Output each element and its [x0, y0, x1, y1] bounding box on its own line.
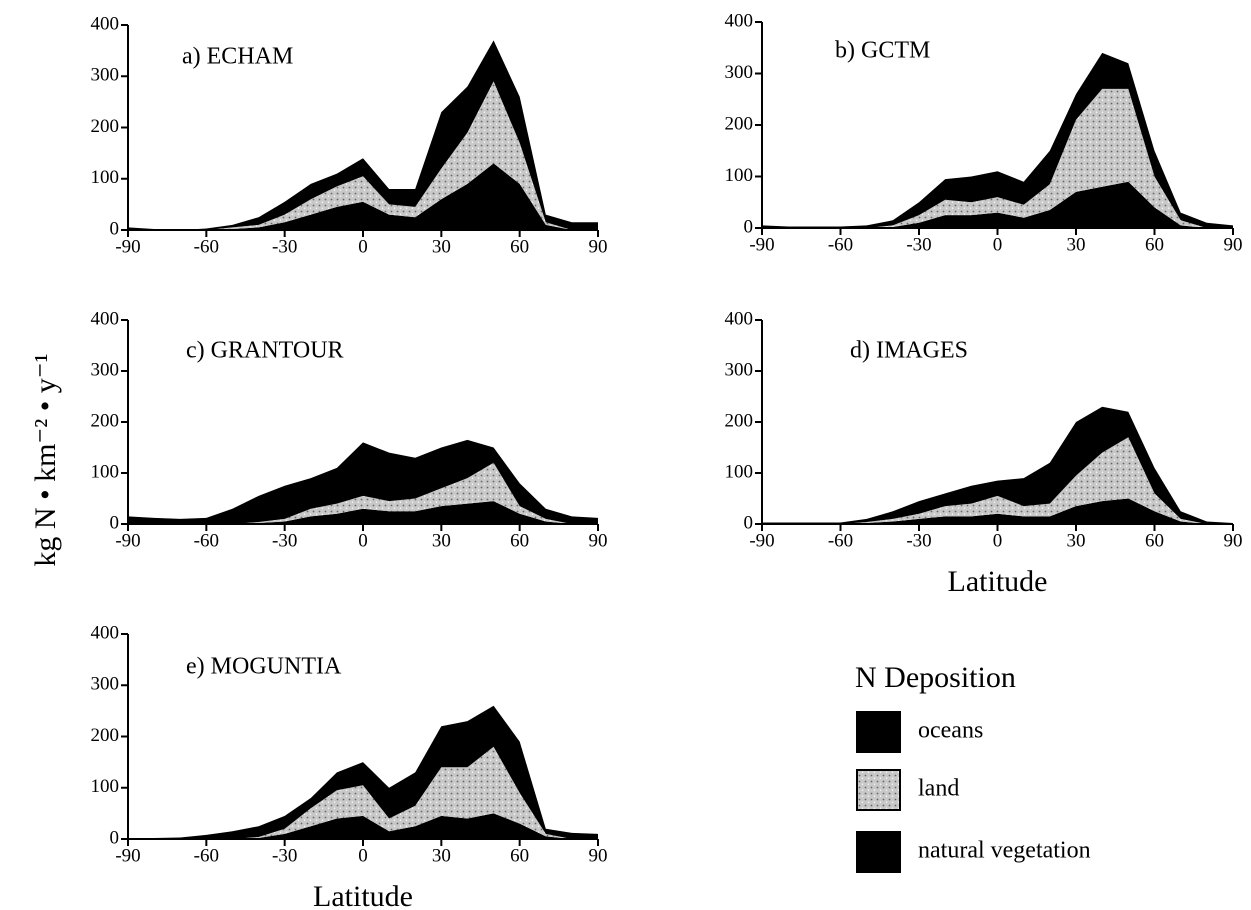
area-natural-vegetation	[762, 498, 1233, 524]
area-natural-vegetation	[762, 181, 1233, 228]
y-tick-label: 300	[91, 359, 120, 380]
y-tick-label: 100	[91, 167, 120, 188]
legend-label: oceans	[918, 718, 983, 744]
y-tick-label: 300	[91, 674, 120, 695]
y-tick-label: 300	[725, 62, 754, 83]
y-tick-label: 100	[91, 461, 120, 482]
x-tick-label: 30	[432, 530, 451, 551]
x-tick-label: 0	[993, 530, 1003, 551]
x-tick-label: 90	[1224, 530, 1243, 551]
x-tick-label: 30	[432, 236, 451, 257]
x-tick-label: 30	[1067, 530, 1086, 551]
y-tick-label: 100	[725, 461, 754, 482]
x-tick-label: 90	[589, 236, 608, 257]
y-tick-label: 400	[725, 10, 754, 31]
x-tick-label: -60	[828, 530, 853, 551]
area-oceans	[128, 439, 598, 524]
y-tick-label: 400	[91, 13, 120, 34]
legend-swatch	[856, 769, 901, 811]
y-tick-label: 200	[725, 410, 754, 431]
x-tick-label: -60	[194, 530, 219, 551]
x-tick-label: 0	[358, 236, 368, 257]
y-tick-label: 0	[744, 512, 754, 533]
x-tick-label: 60	[1145, 234, 1164, 255]
x-tick-label: -60	[828, 234, 853, 255]
y-tick-label: 100	[91, 776, 120, 797]
area-oceans	[128, 705, 598, 839]
area-oceans	[762, 52, 1233, 229]
legend-title: N Deposition	[855, 661, 1016, 694]
panel-title: c) GRANTOUR	[186, 338, 344, 364]
x-tick-label: 60	[1145, 530, 1164, 551]
legend-swatch	[856, 831, 901, 873]
y-tick-label: 0	[110, 512, 120, 533]
panel-title: e) MOGUNTIA	[186, 654, 342, 680]
area-land	[128, 462, 598, 524]
x-tick-label: 90	[589, 530, 608, 551]
x-tick-label: -90	[115, 530, 140, 551]
x-tick-label: 90	[589, 845, 608, 866]
x-tick-label: -90	[115, 236, 140, 257]
area-land	[762, 88, 1233, 229]
y-tick-label: 0	[110, 218, 120, 239]
y-tick-label: 200	[91, 725, 120, 746]
x-tick-label: -60	[194, 845, 219, 866]
x-tick-label: 60	[510, 530, 529, 551]
y-tick-label: 400	[725, 308, 754, 329]
x-tick-label: -30	[906, 530, 931, 551]
panel-title: d) IMAGES	[850, 338, 968, 364]
y-tick-label: 200	[725, 113, 754, 134]
area-land	[128, 81, 598, 231]
x-tick-label: 30	[1067, 234, 1086, 255]
x-tick-label: 60	[510, 845, 529, 866]
y-tick-label: 300	[725, 359, 754, 380]
x-tick-label: 0	[358, 530, 368, 551]
x-tick-label: -90	[749, 234, 774, 255]
area-oceans	[128, 40, 598, 231]
x-axis-label: Latitude	[313, 880, 413, 910]
y-tick-label: 0	[744, 216, 754, 237]
area-natural-vegetation	[128, 813, 598, 839]
x-tick-label: 0	[993, 234, 1003, 255]
x-tick-label: -30	[272, 236, 297, 257]
area-natural-vegetation	[128, 501, 598, 524]
y-tick-label: 100	[725, 165, 754, 186]
x-tick-label: -30	[272, 530, 297, 551]
x-tick-label: -30	[906, 234, 931, 255]
legend-label: land	[918, 776, 959, 802]
legend-swatch	[856, 711, 901, 753]
y-tick-label: 400	[91, 308, 120, 329]
area-land	[762, 437, 1233, 524]
x-tick-label: -30	[272, 845, 297, 866]
x-axis-label: Latitude	[948, 565, 1048, 598]
legend-label: natural vegetation	[918, 838, 1091, 864]
x-tick-label: -90	[749, 530, 774, 551]
y-tick-label: 400	[91, 622, 120, 643]
panel-title: b) GCTM	[835, 38, 930, 64]
y-tick-label: 200	[91, 116, 120, 137]
x-tick-label: 30	[432, 845, 451, 866]
panel-title: a) ECHAM	[182, 44, 293, 70]
area-land	[128, 746, 598, 839]
y-axis-label: kg N • km⁻² • y⁻¹	[29, 353, 62, 566]
x-tick-label: 90	[1224, 234, 1243, 255]
y-tick-label: 300	[91, 65, 120, 86]
x-tick-label: 60	[510, 236, 529, 257]
x-tick-label: 0	[358, 845, 368, 866]
y-tick-label: 200	[91, 410, 120, 431]
y-tick-label: 0	[110, 827, 120, 848]
area-oceans	[762, 406, 1233, 524]
x-tick-label: -90	[115, 845, 140, 866]
area-natural-vegetation	[128, 163, 598, 230]
x-tick-label: -60	[194, 236, 219, 257]
